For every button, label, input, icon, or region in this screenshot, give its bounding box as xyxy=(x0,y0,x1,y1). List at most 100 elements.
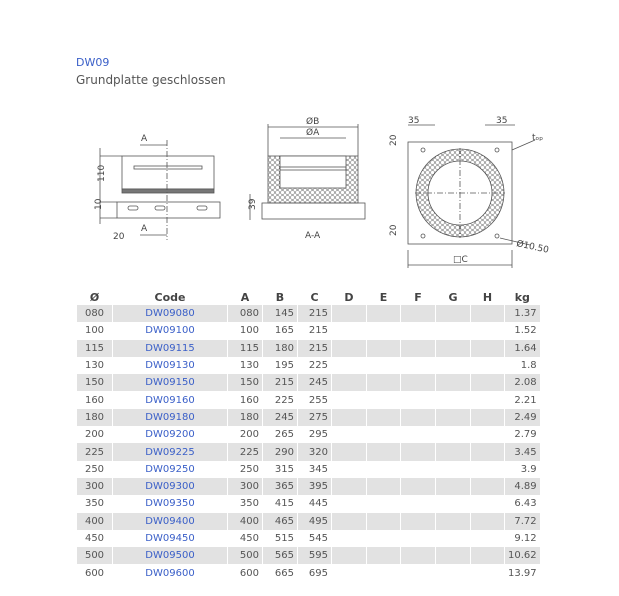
table-cell xyxy=(401,530,435,547)
column-header: E xyxy=(379,290,388,304)
table-cell xyxy=(436,547,470,565)
table-cell: 515 xyxy=(274,533,294,544)
table-cell xyxy=(471,443,504,461)
table-row: 225 DW09225 225 290 320 3.45 xyxy=(77,443,540,461)
product-code-link[interactable]: DW09300 xyxy=(113,477,227,496)
table-cell: 245 xyxy=(263,408,297,427)
table-cell: 565 xyxy=(263,547,297,565)
table-cell xyxy=(436,391,470,408)
table-cell: 500 xyxy=(228,547,262,565)
product-code-link[interactable]: DW09160 xyxy=(145,394,195,406)
table-cell xyxy=(367,339,400,357)
table-cell: 600 xyxy=(84,567,105,579)
column-header: F xyxy=(414,290,422,304)
table-cell: 250 xyxy=(84,463,105,475)
table-cell: 1.8 xyxy=(520,360,537,372)
table-cell: 215 xyxy=(298,339,331,357)
table-cell xyxy=(436,374,470,392)
product-code-link[interactable]: DW09180 xyxy=(113,408,227,427)
side-view xyxy=(99,140,221,240)
section-marker-top: A xyxy=(141,134,148,144)
table-cell xyxy=(367,443,400,461)
product-code-link[interactable]: DW09200 xyxy=(145,429,195,441)
table-cell: 130 xyxy=(239,360,259,372)
table-cell: 500 xyxy=(77,547,112,565)
product-code-link[interactable]: DW09400 xyxy=(113,512,227,530)
table-cell xyxy=(471,305,504,323)
product-code-link[interactable]: DW09250 xyxy=(145,463,195,475)
table-cell: 215 xyxy=(298,305,331,323)
table-row: 450 DW09450 450 515 545 9.12 xyxy=(77,530,540,547)
table-cell xyxy=(436,461,470,478)
table-cell xyxy=(367,374,400,392)
table-cell: 215 xyxy=(308,325,328,337)
table-cell xyxy=(436,530,470,547)
table-cell xyxy=(332,443,366,461)
table-cell: 255 xyxy=(308,394,328,406)
table-cell xyxy=(471,339,504,357)
product-code-link[interactable]: DW09450 xyxy=(145,533,195,544)
table-cell: 275 xyxy=(298,408,331,427)
table-cell xyxy=(332,461,366,478)
table-cell: 465 xyxy=(263,512,297,530)
table-cell: 290 xyxy=(263,443,297,461)
table-cell: 215 xyxy=(263,374,297,392)
table-cell: 2.49 xyxy=(505,408,540,427)
table-cell: 1.37 xyxy=(505,305,540,323)
table-cell: 200 xyxy=(239,429,259,441)
product-code-link[interactable]: DW09100 xyxy=(145,325,195,337)
table-cell: 9.12 xyxy=(514,533,537,544)
table-row: 100 DW09100 100 165 215 1.52 xyxy=(77,322,540,339)
product-code-link[interactable]: DW09115 xyxy=(113,339,227,357)
column-header: Ø xyxy=(89,290,100,304)
table-cell: 600 xyxy=(239,567,259,579)
table-cell: 180 xyxy=(228,408,262,427)
table-cell: 415 xyxy=(274,498,294,510)
section-name: A-A xyxy=(305,231,321,241)
table-cell xyxy=(436,305,470,323)
product-code: DW09 xyxy=(76,56,110,69)
table-cell xyxy=(332,357,366,374)
product-name: Grundplatte geschlossen xyxy=(76,73,226,87)
table-cell xyxy=(401,443,435,461)
product-code-link[interactable]: DW09600 xyxy=(145,567,195,579)
dim-20-top: 20 xyxy=(389,134,399,146)
table-cell xyxy=(436,495,470,512)
column-header: Code xyxy=(154,290,186,304)
technical-drawing: A A 110 10 20 ØB ØA 39 A-A 35 35 20 20 t… xyxy=(94,116,550,268)
product-code-link[interactable]: DW09500 xyxy=(113,547,227,565)
table-cell: 1.52 xyxy=(514,325,537,337)
table-cell xyxy=(401,426,435,443)
product-code-link[interactable]: DW09150 xyxy=(113,374,227,392)
table-cell xyxy=(367,391,400,408)
table-cell: 365 xyxy=(263,477,297,496)
column-header: A xyxy=(240,290,250,304)
table-cell xyxy=(436,512,470,530)
table-cell xyxy=(367,547,400,565)
column-header: G xyxy=(448,290,458,304)
table-cell: 450 xyxy=(239,533,259,544)
dim-20-left: 20 xyxy=(113,232,125,242)
table-cell xyxy=(367,477,400,496)
table-cell: 350 xyxy=(239,498,259,510)
table-cell: 345 xyxy=(308,463,328,475)
table-cell: 180 xyxy=(263,339,297,357)
table-cell: 2.21 xyxy=(514,394,537,406)
product-code-link[interactable]: DW09130 xyxy=(145,360,195,372)
table-cell xyxy=(471,322,504,339)
table-cell: 300 xyxy=(228,477,262,496)
table-cell xyxy=(367,305,400,323)
table-cell xyxy=(436,408,470,427)
product-code-link[interactable]: DW09225 xyxy=(113,443,227,461)
table-cell: 13.97 xyxy=(508,567,537,579)
dim-20-bottom: 20 xyxy=(389,224,399,236)
table-cell: 495 xyxy=(298,512,331,530)
table-cell xyxy=(332,322,366,339)
product-code-link[interactable]: DW09080 xyxy=(113,305,227,323)
table-cell xyxy=(436,322,470,339)
table-cell: 245 xyxy=(298,374,331,392)
table-cell xyxy=(367,564,400,581)
product-code-link[interactable]: DW09350 xyxy=(145,498,195,510)
table-cell xyxy=(367,512,400,530)
table-row: 300 DW09300 300 365 395 4.89 xyxy=(77,477,540,496)
